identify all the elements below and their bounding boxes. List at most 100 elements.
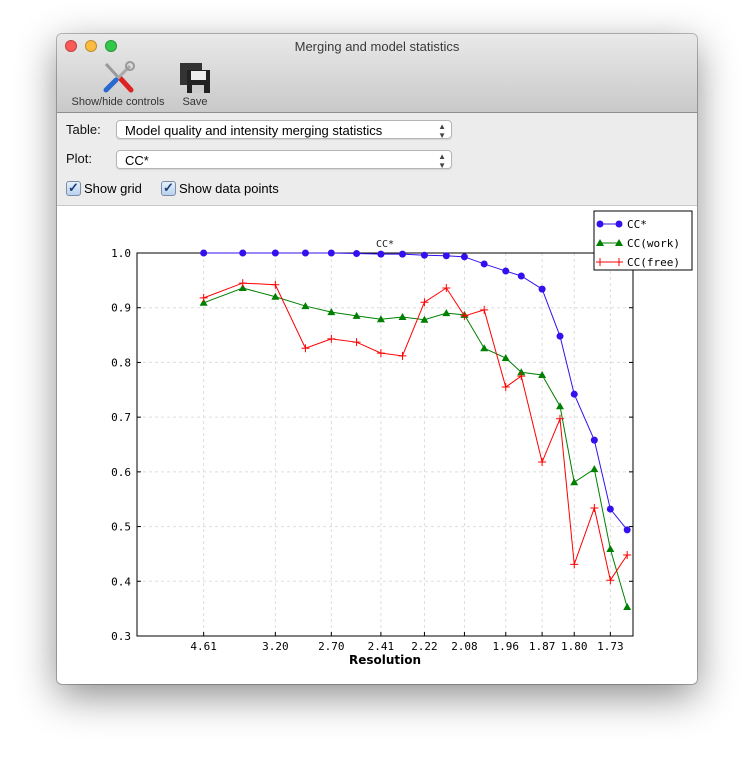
data-point [442,284,451,293]
series-line [203,252,628,531]
data-point [442,309,451,317]
data-point [271,292,280,300]
checkmark-icon: ✓ [161,181,176,196]
table-label: Table: [66,122,101,137]
data-point [517,372,526,381]
y-tick-label: 0.4 [111,575,131,588]
data-point [327,334,336,343]
y-tick-label: 0.7 [111,411,131,424]
y-tick-label: 0.9 [111,302,131,315]
y-tick-label: 0.3 [111,630,131,643]
show-hide-controls-button[interactable]: Show/hide controls [65,60,171,108]
data-point [376,349,385,358]
data-point [538,285,546,293]
data-point [420,298,429,307]
data-point [480,344,489,352]
data-point [570,478,579,486]
plot-select[interactable]: CC* ▲ ▼ [116,150,452,170]
chart: CC* Resolution 4.61 3.20 2.70 2.41 2.22 2.08 1… [111,210,693,667]
data-point [623,551,632,560]
controls-panel: Table: Model quality and intensity mergi… [57,113,697,206]
data-point [556,332,564,340]
floppy-disk-icon [175,60,215,96]
y-tick-label: 0.8 [111,356,131,369]
data-point [596,258,604,266]
data-point [606,576,615,585]
data-point [623,603,632,611]
x-tick-label: 1.87 [529,640,556,653]
x-tick-label: 1.96 [493,640,520,653]
data-point [606,505,614,513]
x-tick-label: 2.22 [411,640,438,653]
data-point [199,293,208,302]
show-data-points-checkbox[interactable]: ✓ Show data points [161,181,279,196]
series-cc- [200,249,631,534]
legend-box [593,210,693,271]
title-bar: Merging and model statistics Show/hide c… [57,34,697,113]
data-point [327,308,336,316]
data-point [570,390,578,398]
close-button[interactable] [65,40,77,52]
data-point [556,402,565,410]
zoom-button[interactable] [105,40,117,52]
show-grid-checkbox[interactable]: ✓ Show grid [66,181,142,196]
data-point [501,383,510,392]
updown-arrows-icon: ▲ ▼ [438,122,446,140]
app-window: Merging and model statistics Show/hide c… [57,34,697,684]
show-hide-controls-label: Show/hide controls [71,96,165,108]
data-point [327,249,335,257]
data-point [606,545,615,553]
data-point [615,239,623,246]
data-point [238,279,247,288]
save-label: Save [182,96,208,108]
chart-title: CC* [376,239,394,250]
show-data-points-label: Show data points [179,181,279,196]
x-tick-label: 4.61 [190,640,217,653]
x-tick-label: 2.41 [368,640,395,653]
save-button[interactable]: Save [175,60,215,108]
series-line [203,287,628,608]
x-tick-label: 2.70 [318,640,345,653]
x-tick-label: 3.20 [262,640,289,653]
data-point [501,354,510,362]
series-line [203,282,628,582]
plot-label: Plot: [66,151,93,166]
legend: CC* CC(work) CC(free) [593,210,693,271]
updown-arrows-icon: ▲ ▼ [438,152,446,170]
data-point [538,371,547,379]
data-point [398,313,407,321]
data-point [239,249,247,257]
minimize-button[interactable] [85,40,97,52]
x-tick-label: 2.08 [451,640,478,653]
data-point [596,239,604,246]
show-grid-label: Show grid [84,181,142,196]
data-point [615,258,623,266]
data-point [502,267,510,275]
checkmark-icon: ✓ [66,181,81,196]
data-point [615,220,623,228]
data-point [398,250,406,258]
legend-label: CC(work) [627,237,680,250]
data-point [353,250,361,258]
data-point [460,311,469,320]
y-tick-label: 1.0 [111,247,131,260]
x-axis-label: Resolution [349,653,421,667]
data-point [301,302,310,310]
data-point [480,305,489,314]
data-point [199,298,208,306]
data-point [556,414,565,423]
data-point [420,315,429,323]
data-point [301,344,310,353]
data-point [517,272,525,280]
tools-icon [65,60,171,96]
x-tick-label: 1.73 [597,640,624,653]
data-point [398,351,407,360]
table-select[interactable]: Model quality and intensity merging stat… [116,120,452,140]
data-point [596,220,604,228]
data-point [480,260,488,268]
data-point [420,251,428,259]
plot-frame [136,252,634,637]
window-title: Merging and model statistics [294,39,460,54]
series-cc-free- [199,279,632,585]
data-point [460,253,468,261]
